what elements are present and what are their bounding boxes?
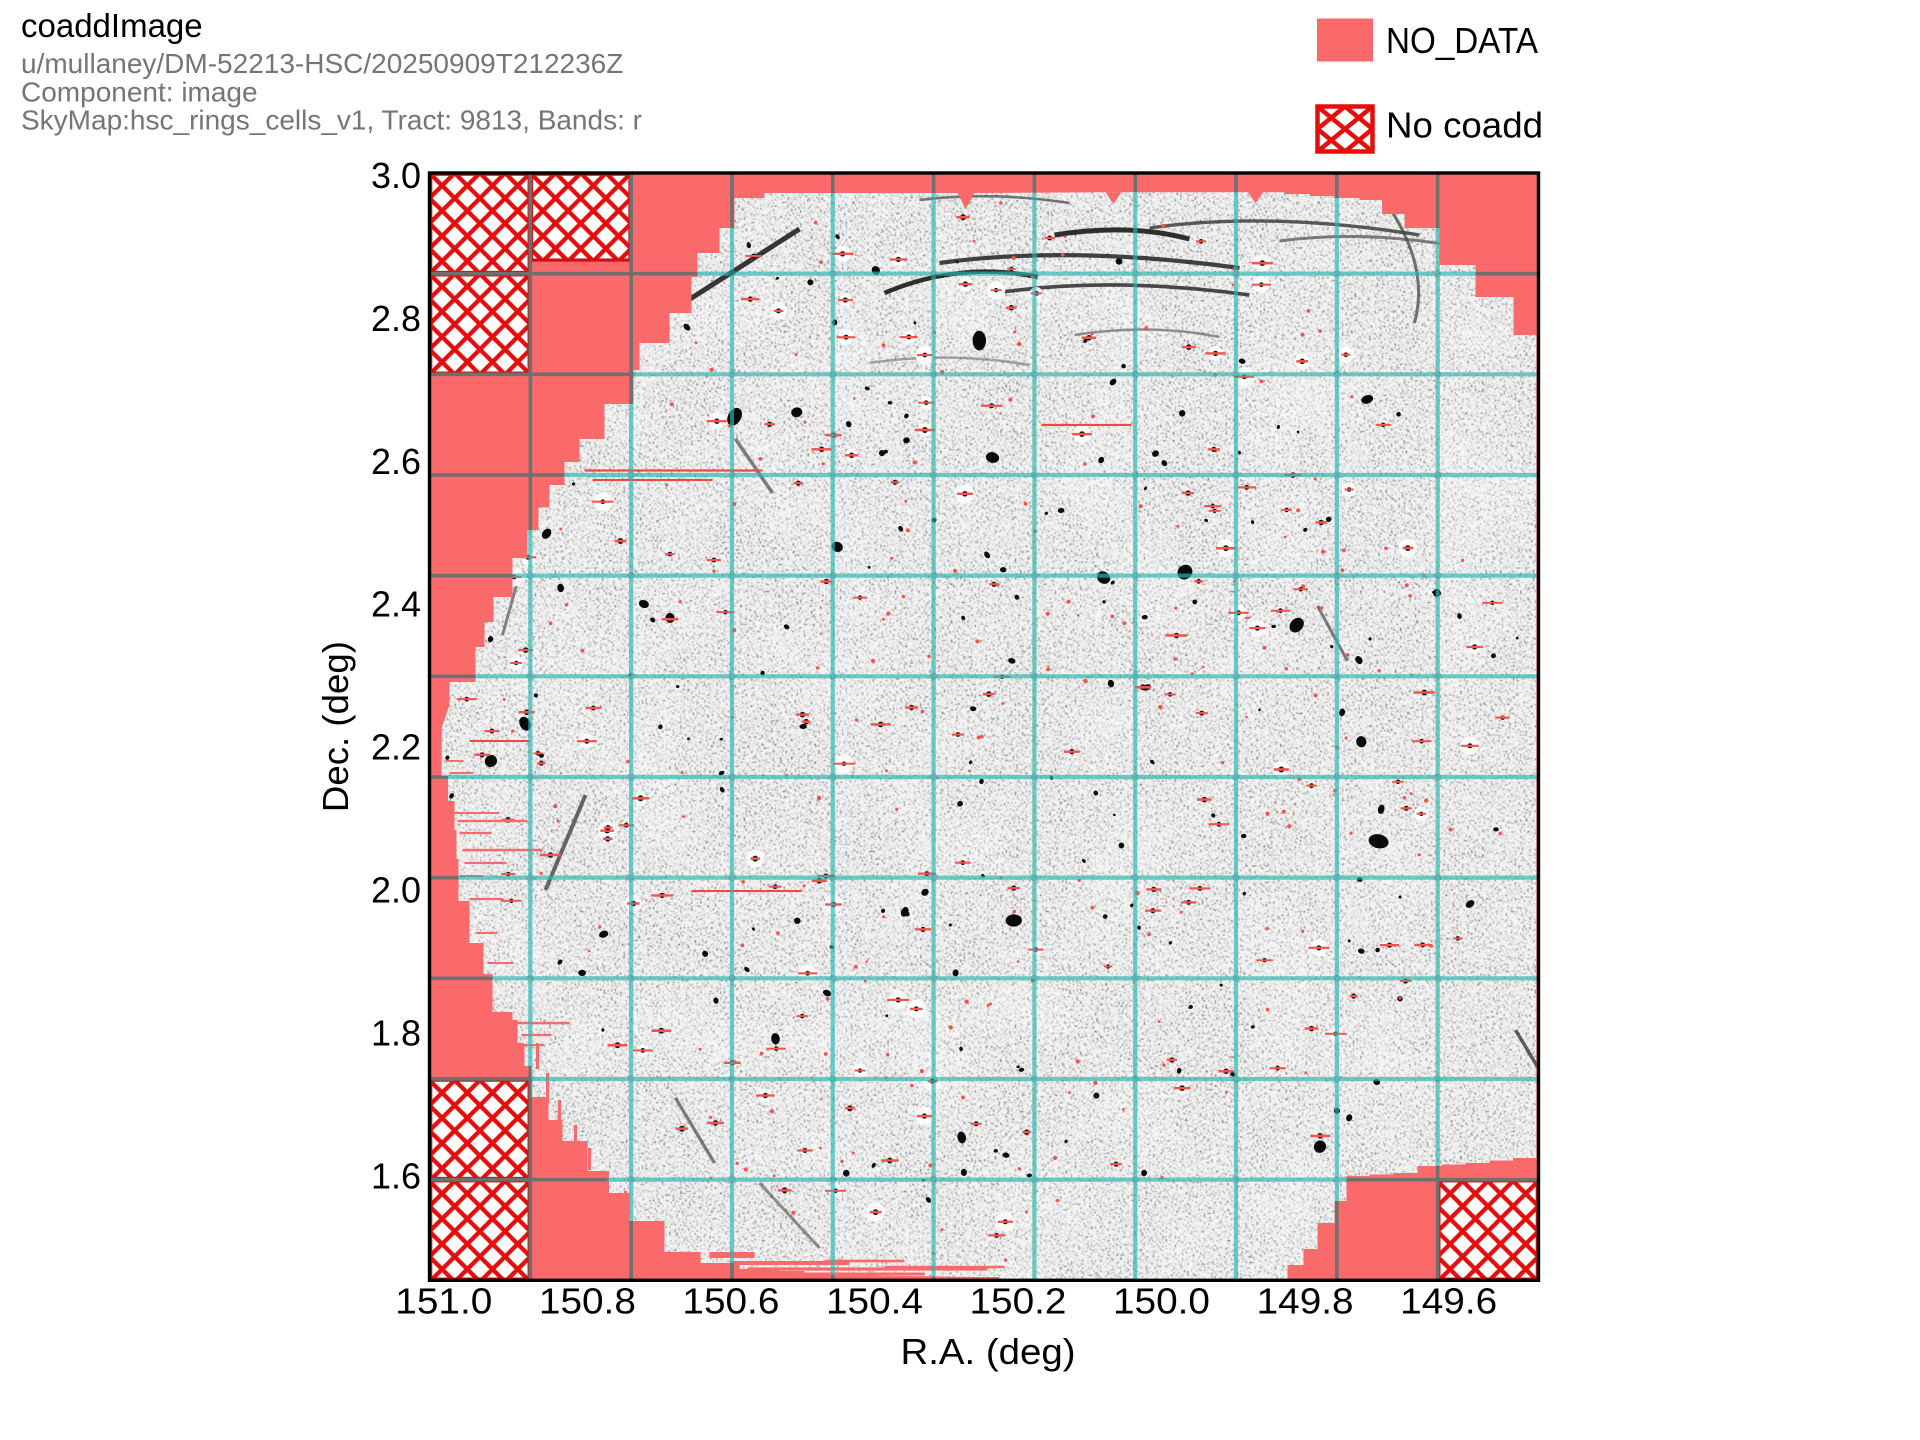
svg-text:150.0: 150.0	[1113, 1281, 1210, 1322]
svg-text:3.0: 3.0	[371, 155, 421, 196]
svg-text:1.8: 1.8	[371, 1013, 421, 1054]
svg-text:151.0: 151.0	[395, 1281, 492, 1322]
svg-text:150.8: 150.8	[539, 1281, 636, 1322]
svg-text:SkyMap:hsc_rings_cells_v1, Tra: SkyMap:hsc_rings_cells_v1, Tract: 9813, …	[21, 105, 642, 136]
svg-text:2.2: 2.2	[371, 727, 421, 768]
svg-text:u/mullaney/DM-52213-HSC/202509: u/mullaney/DM-52213-HSC/20250909T212236Z	[21, 48, 623, 79]
svg-text:150.2: 150.2	[970, 1281, 1067, 1322]
svg-text:NO_DATA: NO_DATA	[1386, 20, 1538, 61]
svg-text:coaddImage: coaddImage	[21, 7, 203, 44]
svg-text:149.6: 149.6	[1400, 1281, 1497, 1322]
svg-text:2.8: 2.8	[371, 298, 421, 339]
svg-text:2.0: 2.0	[371, 870, 421, 911]
svg-text:Dec. (deg): Dec. (deg)	[315, 641, 356, 812]
svg-text:2.4: 2.4	[371, 584, 421, 625]
svg-text:149.8: 149.8	[1257, 1281, 1354, 1322]
svg-text:1.6: 1.6	[371, 1155, 421, 1196]
svg-text:2.6: 2.6	[371, 441, 421, 482]
svg-text:Component: image: Component: image	[21, 76, 258, 107]
svg-text:R.A. (deg): R.A. (deg)	[901, 1331, 1076, 1372]
svg-text:150.4: 150.4	[826, 1281, 923, 1322]
svg-text:No coadd: No coadd	[1386, 105, 1543, 146]
svg-text:150.6: 150.6	[682, 1281, 779, 1322]
